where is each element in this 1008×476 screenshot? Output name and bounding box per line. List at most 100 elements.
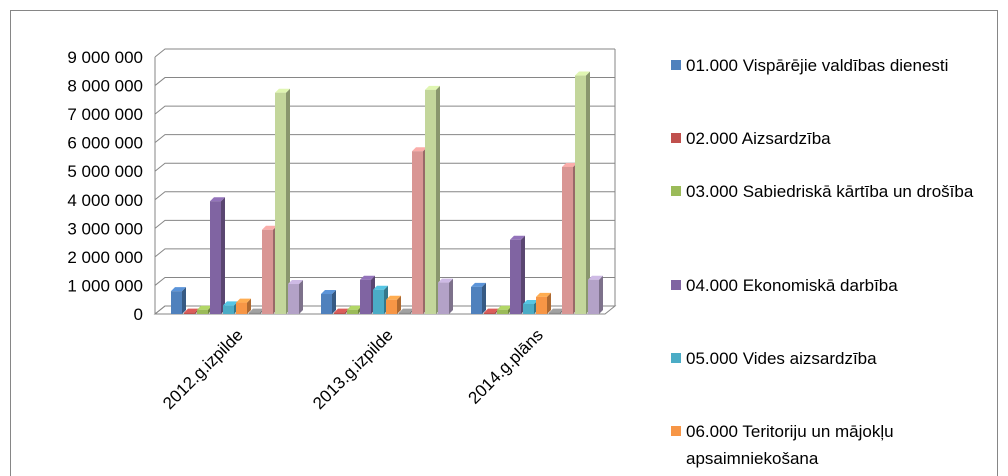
bar-side [332, 290, 336, 314]
bar [360, 279, 371, 314]
bar-top [549, 308, 564, 313]
legend-label: 03.000 Sabiedriskā kārtība un drošība [686, 182, 974, 201]
bar-top [347, 305, 362, 310]
bar [575, 75, 586, 314]
legend-item: 05.000 Vides aizsardzība [671, 345, 986, 372]
legend-item: 01.000 Vispārējie valdības dienesti [671, 52, 986, 79]
y-tick-label: 4 000 000 [67, 191, 143, 210]
legend-label: 02.000 Aizsardzība [686, 129, 831, 148]
bar [262, 229, 273, 314]
bar [399, 312, 410, 314]
bar-top [321, 290, 336, 295]
legend-item: 04.000 Ekonomiskā darbība [671, 272, 986, 299]
bar-side [221, 197, 225, 314]
bar-top [171, 287, 186, 292]
legend-swatch [671, 353, 681, 363]
bar-top [373, 285, 388, 290]
bar-top [497, 305, 512, 310]
grid-line [154, 248, 615, 258]
bar [549, 312, 560, 314]
bar-top [575, 71, 590, 76]
bar-top [562, 162, 577, 167]
bar [471, 286, 482, 314]
grid-line [154, 191, 615, 201]
y-tick-label: 0 [134, 305, 143, 324]
x-tick-label: 2012.g.izpilde [159, 325, 247, 413]
bar-top [484, 308, 499, 313]
bar [484, 312, 495, 314]
bar-top [334, 308, 349, 313]
bar-top [386, 295, 401, 300]
bar-side [397, 295, 401, 314]
bar-side [482, 282, 486, 314]
bar [321, 294, 332, 314]
bar [236, 302, 247, 314]
legend-item: 06.000 Teritoriju un mājokļu apsaimnieko… [671, 418, 986, 472]
grid-line [154, 48, 615, 58]
bar [510, 239, 521, 314]
x-tick-label: 2014.g.plāns [465, 325, 547, 407]
y-tick-label: 2 000 000 [67, 248, 143, 267]
y-tick-label: 9 000 000 [67, 48, 143, 67]
legend-label: 01.000 Vispārējie valdības dienesti [686, 56, 949, 75]
bar-top [510, 235, 525, 240]
legend-label: 04.000 Ekonomiskā darbība [686, 276, 898, 295]
bar-top [197, 305, 212, 310]
grid-line [154, 219, 615, 229]
bar [210, 201, 221, 314]
grid-line [154, 134, 615, 144]
y-tick-label: 1 000 000 [67, 276, 143, 295]
bar-top [412, 147, 427, 152]
bar [249, 312, 260, 314]
bar-side [586, 71, 590, 314]
bar-top [249, 308, 264, 313]
bar-side [436, 85, 440, 314]
x-tick-label: 2013.g.izpilde [309, 325, 397, 413]
legend-swatch [671, 133, 681, 143]
bar-side [182, 287, 186, 314]
bar-side [299, 280, 303, 314]
bar-side [247, 298, 251, 314]
bar-top [275, 88, 290, 93]
bar-side [599, 275, 603, 314]
bar-side [286, 88, 290, 314]
legend-swatch [671, 186, 681, 196]
y-tick-label: 7 000 000 [67, 105, 143, 124]
bar [412, 151, 423, 314]
bar [347, 309, 358, 314]
bar-side [547, 292, 551, 314]
bar [171, 291, 182, 314]
bar-top [588, 275, 603, 280]
bar [275, 92, 286, 314]
grid-line [154, 305, 615, 315]
legend-swatch [671, 60, 681, 70]
bar [425, 89, 436, 314]
bar-top [184, 308, 199, 313]
bar [386, 299, 397, 314]
y-tick-label: 8 000 000 [67, 77, 143, 96]
legend-label: 06.000 Teritoriju un mājokļu apsaimnieko… [686, 422, 894, 468]
bar-side [449, 278, 453, 314]
bar [197, 309, 208, 314]
y-tick-label: 6 000 000 [67, 134, 143, 153]
legend-item: 02.000 Aizsardzība [671, 125, 986, 152]
bar-top [360, 275, 375, 280]
bar [223, 305, 234, 314]
bar-top [536, 292, 551, 297]
bar-top [236, 298, 251, 303]
bar-top [523, 300, 538, 305]
bar [523, 304, 534, 314]
bar [562, 166, 573, 314]
bar [184, 312, 195, 314]
grid-line [154, 162, 615, 172]
grid-line [154, 105, 615, 115]
bar-top [399, 308, 414, 313]
bar [334, 312, 345, 314]
grid-line [154, 276, 615, 286]
bar [497, 309, 508, 314]
bar [536, 296, 547, 314]
bar [438, 282, 449, 314]
legend-swatch [671, 426, 681, 436]
